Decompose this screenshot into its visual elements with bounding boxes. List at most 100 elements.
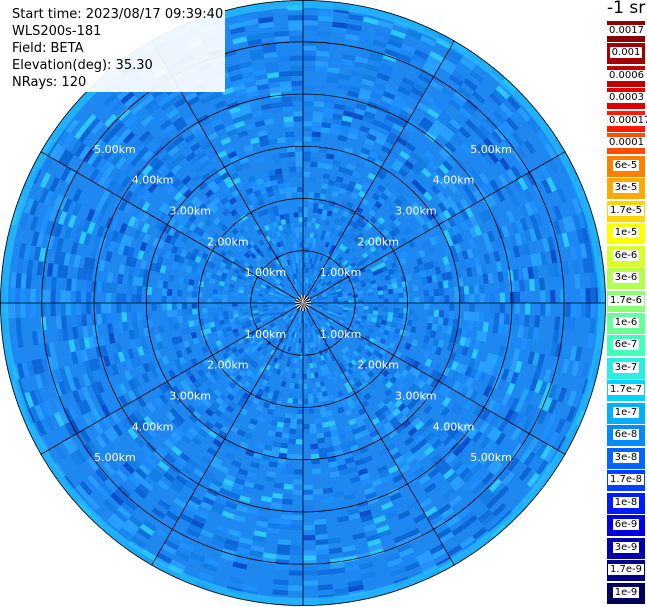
beta-cell	[367, 288, 373, 293]
beta-cell	[284, 412, 292, 419]
beta-cell	[181, 263, 188, 272]
beta-cell	[188, 278, 195, 286]
beta-cell	[446, 325, 453, 335]
beta-cell	[301, 267, 303, 273]
beta-cell	[280, 256, 285, 263]
beta-cell	[122, 274, 129, 285]
beta-cell	[309, 332, 313, 338]
beta-cell	[318, 328, 323, 334]
beta-cell	[429, 369, 438, 379]
beta-cell	[210, 90, 224, 101]
beta-cell	[450, 360, 459, 371]
beta-cell	[400, 164, 412, 174]
beta-cell	[378, 447, 389, 456]
beta-cell	[132, 276, 139, 286]
beta-cell	[245, 369, 253, 377]
beta-cell	[147, 182, 158, 194]
beta-cell	[254, 120, 266, 128]
beta-cell	[285, 323, 290, 329]
beta-cell	[554, 276, 561, 290]
beta-cell	[205, 234, 214, 243]
beta-cell	[388, 237, 397, 246]
beta-cell	[304, 293, 307, 299]
beta-cell	[382, 285, 388, 291]
beta-cell	[469, 294, 475, 303]
beta-cell	[419, 69, 435, 80]
beta-cell	[153, 145, 165, 157]
beta-cell	[241, 161, 251, 170]
beta-cell	[292, 362, 297, 369]
beta-cell	[123, 202, 133, 214]
beta-cell	[345, 272, 352, 278]
beta-cell	[512, 413, 524, 427]
beta-cell	[379, 100, 392, 110]
beta-cell	[303, 287, 305, 293]
beta-cell	[328, 179, 336, 186]
beta-cell	[250, 53, 265, 61]
beta-cell	[482, 232, 491, 244]
beta-cell	[514, 399, 525, 414]
beta-cell	[336, 278, 343, 283]
beta-cell	[287, 15, 303, 21]
beta-cell	[358, 299, 364, 303]
beta-cell	[16, 257, 24, 274]
beta-cell	[381, 377, 390, 386]
beta-cell	[259, 459, 270, 467]
beta-cell	[102, 147, 115, 161]
beta-cell	[478, 488, 493, 502]
beta-cell	[263, 181, 272, 188]
beta-cell	[359, 279, 366, 285]
beta-cell	[305, 353, 309, 359]
beta-cell	[427, 467, 440, 479]
beta-cell	[181, 234, 190, 244]
beta-cell	[344, 409, 353, 417]
beta-cell	[385, 279, 392, 286]
beta-cell	[228, 576, 245, 585]
beta-cell	[292, 263, 296, 269]
beta-cell	[393, 159, 404, 169]
beta-cell	[34, 373, 44, 389]
beta-cell	[446, 359, 454, 369]
beta-cell	[128, 401, 138, 414]
beta-cell	[357, 232, 364, 240]
beta-cell	[157, 95, 171, 107]
beta-cell	[326, 272, 332, 278]
beta-cell	[554, 418, 566, 434]
colorbar-tick-label: 0.001	[609, 47, 643, 59]
beta-cell	[307, 317, 311, 323]
colorbar-tick-label: 0.0017	[607, 25, 646, 36]
beta-cell	[392, 123, 404, 133]
beta-cell	[357, 468, 369, 476]
beta-cell	[376, 72, 390, 82]
beta-cell	[350, 359, 358, 366]
beta-cell	[286, 276, 291, 282]
beta-cell	[576, 212, 586, 229]
beta-cell	[290, 70, 303, 77]
beta-cell	[393, 297, 399, 303]
beta-cell	[436, 527, 452, 540]
beta-cell	[495, 485, 510, 500]
beta-cell	[339, 125, 351, 133]
beta-cell	[451, 380, 461, 392]
beta-cell	[432, 99, 446, 111]
beta-cell	[136, 198, 147, 210]
beta-cell	[210, 392, 219, 401]
beta-cell	[479, 436, 491, 450]
beta-cell	[256, 515, 270, 523]
beta-cell	[49, 176, 61, 193]
beta-cell	[435, 346, 443, 356]
beta-cell	[106, 134, 120, 148]
beta-cell	[359, 446, 369, 454]
beta-cell	[285, 136, 295, 143]
beta-cell	[574, 244, 583, 260]
beta-cell	[305, 343, 308, 349]
beta-cell	[270, 355, 276, 362]
beta-cell	[446, 122, 459, 135]
beta-cell	[318, 198, 326, 205]
beta-cell	[198, 361, 206, 370]
beta-cell	[191, 297, 198, 303]
beta-cell	[371, 163, 382, 172]
beta-cell	[142, 430, 153, 442]
beta-cell	[406, 499, 420, 510]
